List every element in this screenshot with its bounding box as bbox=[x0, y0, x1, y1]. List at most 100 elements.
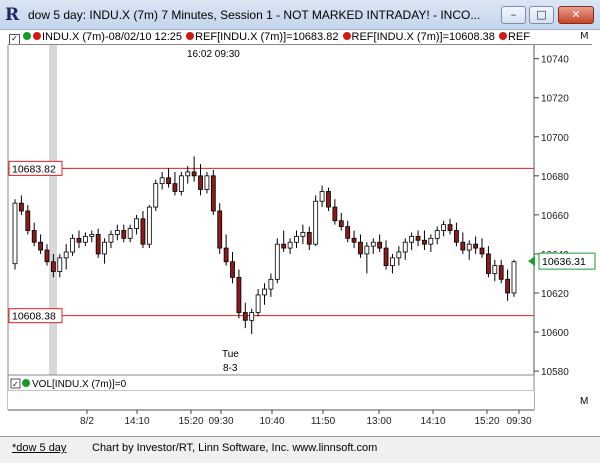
candle-body bbox=[172, 183, 178, 192]
candle-body bbox=[242, 312, 248, 321]
candle-body bbox=[377, 241, 383, 249]
candle-body bbox=[210, 175, 216, 212]
candle-body bbox=[31, 230, 37, 243]
green-dot-icon bbox=[22, 379, 30, 387]
candle-body bbox=[153, 183, 159, 208]
candle-body bbox=[236, 276, 242, 313]
reference-line-label-box bbox=[8, 308, 63, 324]
candle-body bbox=[345, 226, 351, 239]
last-price-label: 10636.31 bbox=[542, 256, 586, 268]
x-tick-label: 15:20 bbox=[474, 416, 499, 427]
maximize-button[interactable]: □ bbox=[529, 6, 554, 24]
candle-body bbox=[198, 175, 203, 190]
title-bar[interactable]: R dow 5 day: INDU.X (7m) 7 Minutes, Sess… bbox=[0, 0, 600, 30]
candle-body bbox=[95, 234, 101, 255]
ref-indicator-1[interactable]: REF[INDU.X (7m)]=10683.82 bbox=[195, 31, 339, 43]
ref-indicator-3[interactable]: REF bbox=[507, 31, 530, 43]
candle-body bbox=[466, 243, 472, 251]
credit-text: Chart by Investor/RT, Linn Software, Inc… bbox=[92, 442, 378, 454]
indicator-header: ✓ INDU.X (7m)-08/02/10 12:25 REF[INDU.X (… bbox=[8, 30, 592, 45]
footer-bar: *dow 5 day Chart by Investor/RT, Linn So… bbox=[0, 436, 600, 463]
chart-page-tab[interactable]: *dow 5 day bbox=[12, 442, 67, 454]
candle-body bbox=[492, 265, 498, 274]
maximize-panel-button[interactable]: M bbox=[580, 31, 589, 42]
candle-body bbox=[313, 200, 319, 245]
red-dot-icon bbox=[33, 32, 41, 40]
candle-body bbox=[76, 237, 82, 243]
candle-body bbox=[134, 218, 139, 229]
candle-body bbox=[25, 210, 31, 231]
candle-body bbox=[441, 224, 447, 231]
y-tick-label: 10580 bbox=[541, 367, 569, 378]
y-tick-label: 10620 bbox=[541, 289, 569, 300]
minimize-button[interactable]: – bbox=[501, 6, 526, 24]
x-tick-label: 8/2 bbox=[80, 416, 94, 427]
candle-body bbox=[415, 235, 421, 241]
candle-body bbox=[505, 278, 511, 294]
candle-body bbox=[498, 265, 504, 280]
volume-check-mark: ✓ bbox=[12, 380, 19, 389]
candle-body bbox=[390, 257, 395, 267]
volume-checkbox[interactable] bbox=[10, 378, 21, 389]
candle-body bbox=[383, 247, 389, 267]
candle-body bbox=[422, 239, 427, 245]
session-label-top: 16:02 09:30 bbox=[187, 49, 240, 60]
candle-body bbox=[473, 243, 479, 249]
candles: 10636.31 bbox=[12, 156, 596, 334]
candle-body bbox=[89, 234, 95, 237]
ref-indicator-2[interactable]: REF[INDU.X (7m)]=10608.38 bbox=[351, 31, 495, 43]
candle-body bbox=[121, 230, 127, 239]
y-tick-label: 10700 bbox=[541, 133, 569, 144]
day-label-date: 8-3 bbox=[223, 363, 238, 374]
candle-body bbox=[185, 171, 191, 177]
datetime-label: -08/02/10 12:25 bbox=[104, 31, 183, 43]
x-tick-label: 15:20 bbox=[178, 416, 203, 427]
volume-maximize-button[interactable]: M bbox=[580, 396, 588, 407]
candle-body bbox=[262, 288, 267, 296]
candle-body bbox=[332, 206, 338, 222]
candle-body bbox=[146, 206, 152, 245]
candle-body bbox=[402, 241, 408, 253]
volume-label[interactable]: VOL[INDU.X (7m)]=0 bbox=[32, 379, 127, 390]
candle-body bbox=[274, 243, 280, 280]
y-tick-label: 10660 bbox=[541, 211, 569, 222]
candle-body bbox=[108, 234, 114, 243]
last-price-box bbox=[538, 252, 596, 270]
candle-body bbox=[268, 278, 274, 290]
y-axis-ticks: 1074010720107001068010660106401062010600… bbox=[534, 55, 569, 378]
panel-checkbox[interactable]: ✓ bbox=[9, 34, 20, 44]
candle-body bbox=[102, 241, 107, 255]
candle-body bbox=[12, 202, 18, 265]
y-tick-label: 10720 bbox=[541, 94, 569, 105]
y-tick-label: 10740 bbox=[541, 55, 569, 66]
candle-body bbox=[396, 251, 402, 259]
volume-plot bbox=[8, 391, 534, 410]
candle-body bbox=[326, 191, 331, 208]
candle-body bbox=[319, 191, 325, 202]
candle-body bbox=[454, 230, 459, 243]
candle-body bbox=[70, 237, 75, 253]
plot-area bbox=[8, 45, 534, 375]
candle-body bbox=[230, 261, 235, 278]
green-dot-icon bbox=[23, 32, 31, 40]
candle-body bbox=[82, 235, 88, 243]
window-title: dow 5 day: INDU.X (7m) 7 Minutes, Sessio… bbox=[28, 8, 481, 22]
reference-lines: 10683.82 10608.38 bbox=[8, 160, 534, 324]
x-tick-label: 13:00 bbox=[366, 416, 391, 427]
symbol-label[interactable]: INDU.X (7m) bbox=[42, 31, 105, 43]
x-axis-ticks: 8/2 14:10 15:20 09:30 10:40 11:50 13:00 14:10 15… bbox=[80, 410, 532, 427]
candle-body bbox=[38, 241, 43, 251]
candle-body bbox=[428, 237, 434, 245]
close-button[interactable]: ✕ bbox=[558, 6, 594, 24]
price-chart[interactable]: 1074010720107001068010660106401062010600… bbox=[0, 0, 600, 436]
candle-body bbox=[255, 294, 261, 313]
x-tick-label: 11:50 bbox=[311, 416, 336, 427]
candle-body bbox=[57, 257, 63, 272]
candle-body bbox=[287, 241, 293, 249]
candle-body bbox=[18, 202, 24, 212]
candle-body bbox=[358, 241, 363, 255]
candle-body bbox=[159, 177, 165, 185]
candle-body bbox=[178, 175, 184, 192]
day-label-tue: Tue bbox=[222, 349, 239, 360]
candle-body bbox=[370, 241, 376, 247]
